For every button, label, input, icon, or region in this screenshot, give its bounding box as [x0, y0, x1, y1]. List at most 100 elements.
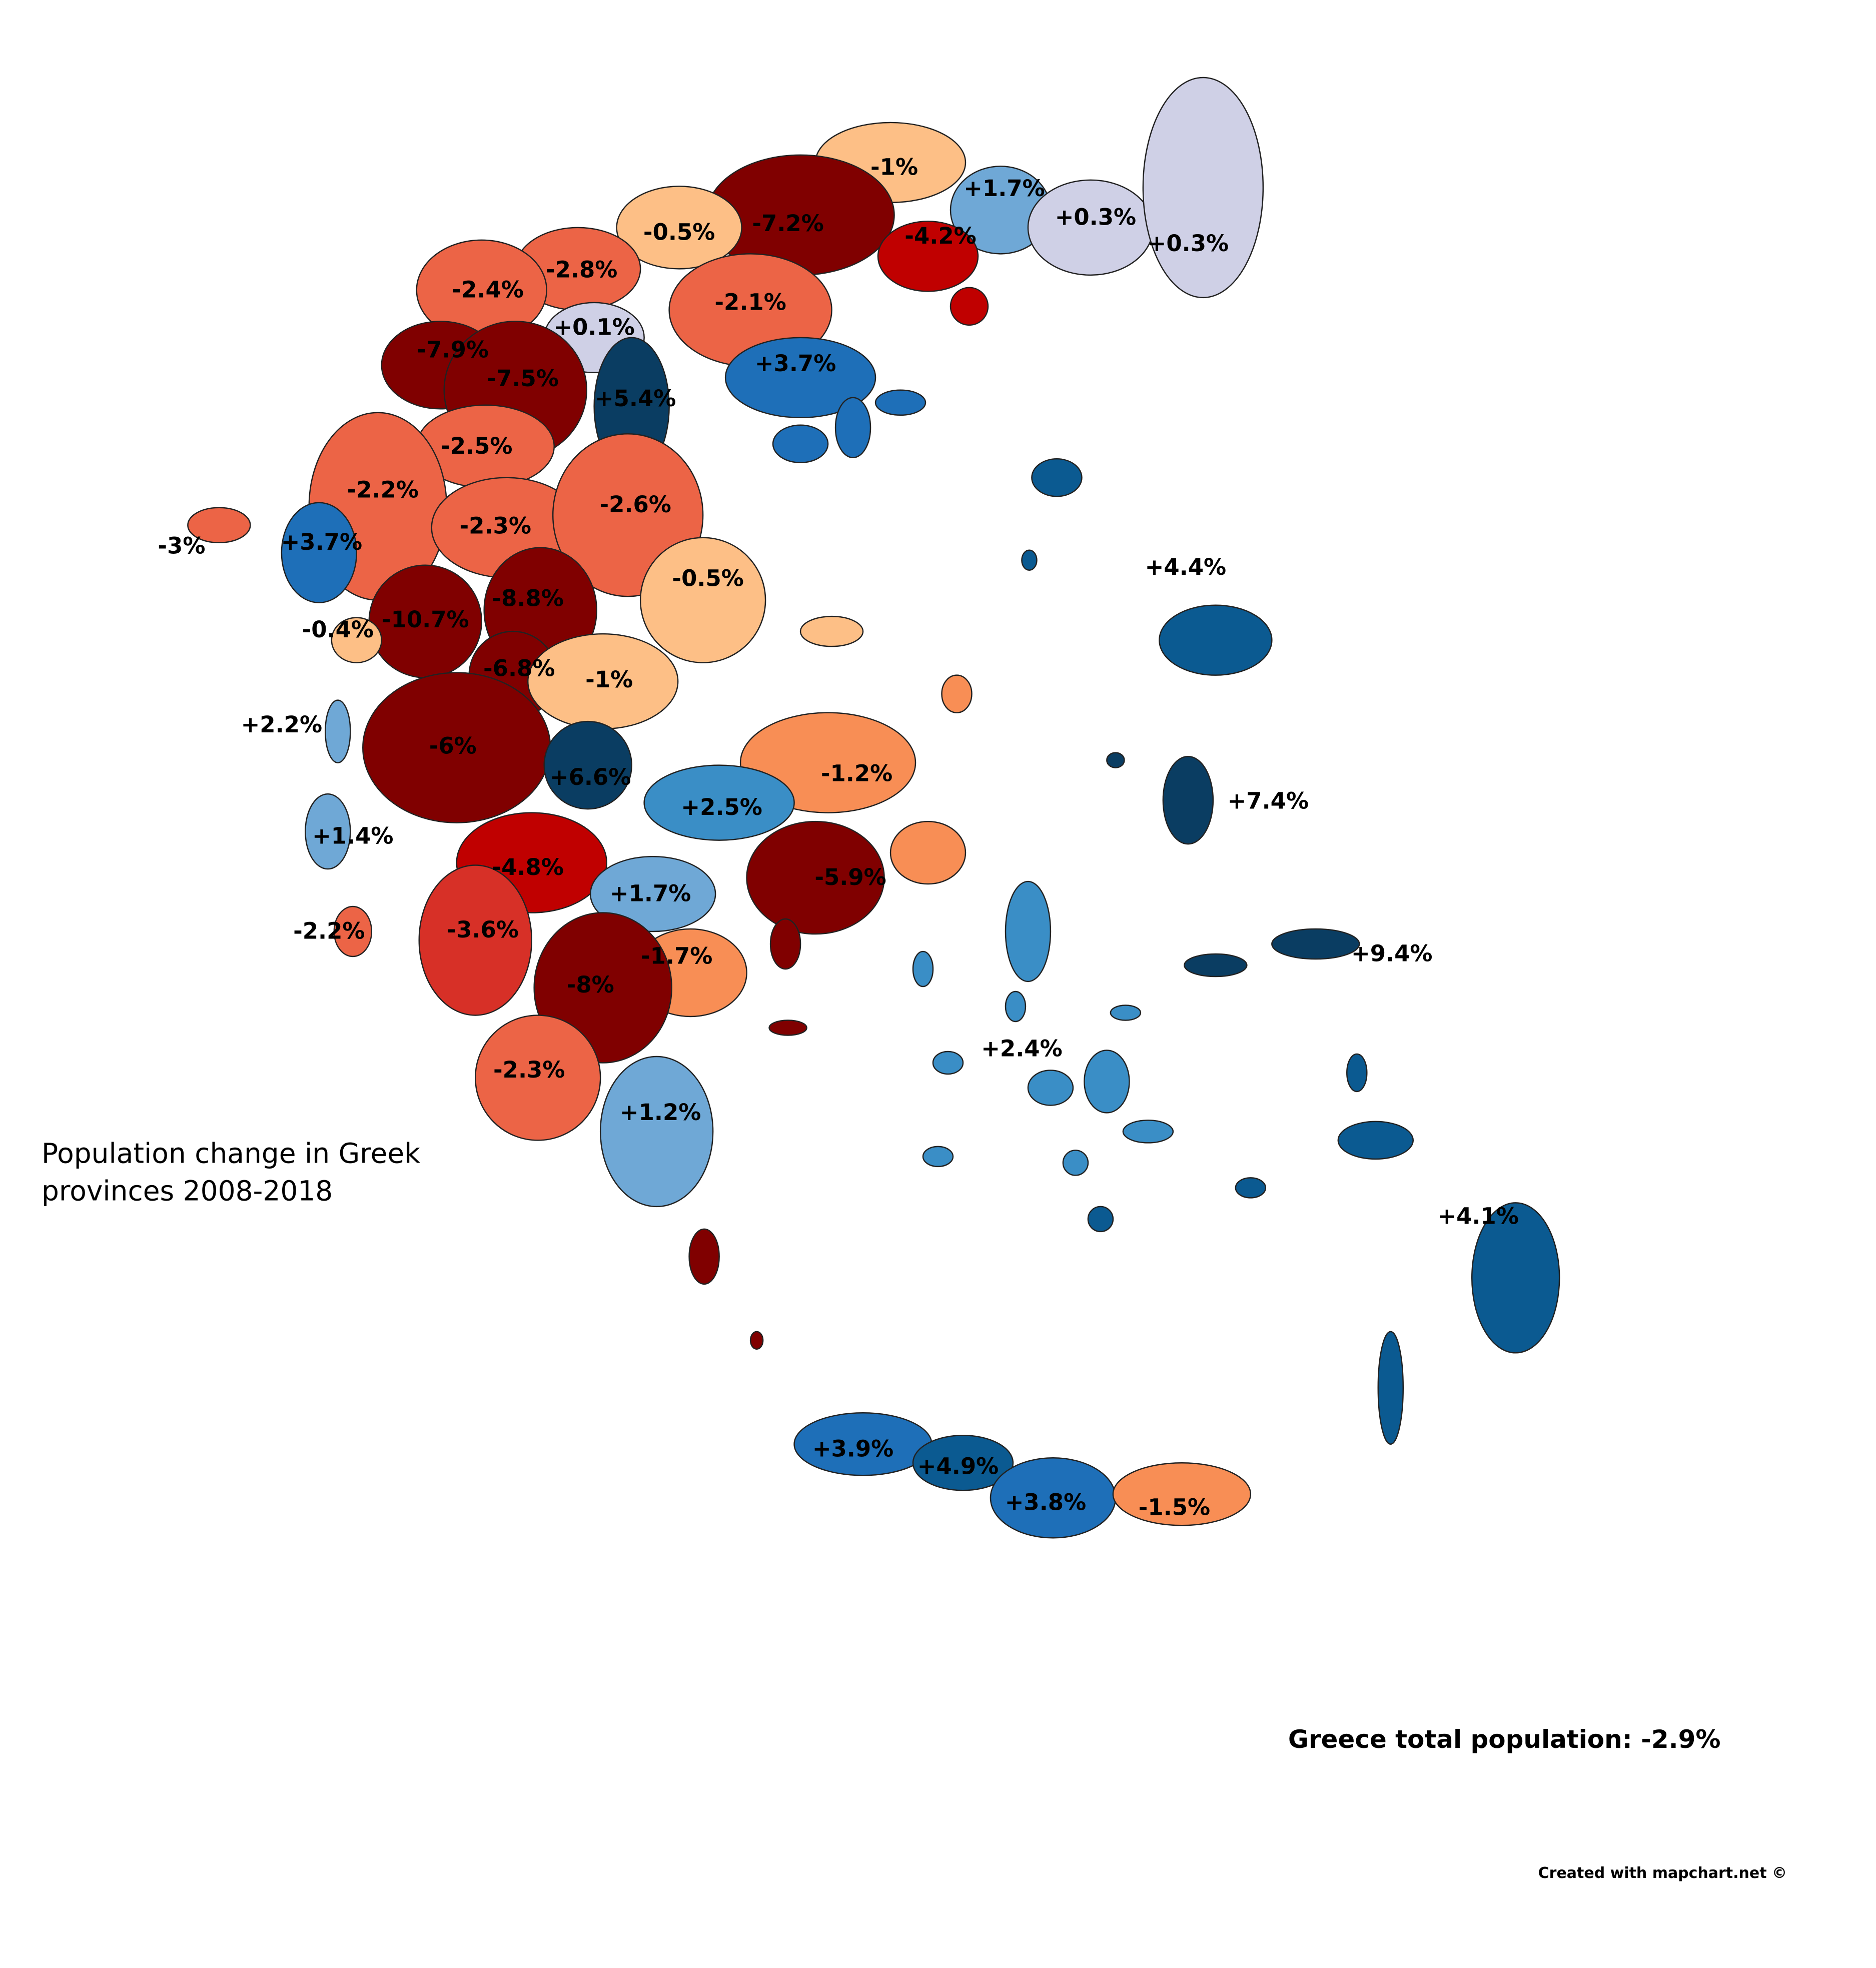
region-label: +1.2%	[620, 1099, 701, 1126]
region-label: -2.2%	[347, 476, 419, 503]
region-label: +4.9%	[917, 1453, 999, 1479]
region-shape	[1271, 928, 1360, 960]
region-label: +3.7%	[281, 529, 362, 555]
region-label: +9.4%	[1351, 940, 1432, 967]
region-shape	[772, 424, 829, 464]
region-label: +3.8%	[1005, 1489, 1086, 1516]
region-label: +0.3%	[1055, 204, 1136, 230]
region-shape	[281, 502, 358, 603]
region-shape	[874, 389, 926, 416]
region-label: -1.5%	[1139, 1494, 1210, 1521]
region-shape	[1235, 1177, 1267, 1199]
region-shape	[1005, 991, 1027, 1023]
region-shape	[749, 1331, 764, 1350]
region-label: +2.4%	[981, 1035, 1062, 1062]
region-shape	[1031, 458, 1083, 497]
region-shape	[589, 855, 716, 932]
region-shape	[418, 864, 532, 1016]
region-shape	[912, 950, 934, 988]
region-shape	[599, 1056, 714, 1208]
region-shape	[1087, 1206, 1114, 1233]
region-label: -2.1%	[714, 289, 786, 315]
region-shape	[1122, 1120, 1174, 1144]
region-shape	[305, 793, 351, 870]
region-label: +1.7%	[964, 175, 1045, 202]
region-shape	[1005, 880, 1052, 982]
region-shape	[724, 337, 876, 419]
region-label: +1.4%	[312, 823, 393, 849]
region-shape	[543, 720, 632, 810]
region-shape	[799, 615, 864, 647]
region-shape	[1346, 1053, 1368, 1093]
region-label: +1.7%	[610, 880, 691, 907]
region-shape	[1084, 1050, 1130, 1114]
region-label: -7.9%	[417, 336, 489, 363]
region-label: +4.1%	[1438, 1203, 1519, 1229]
region-label: +2.5%	[681, 794, 762, 820]
total-change: Greece total population: -2.9%	[1288, 1725, 1721, 1754]
region-label: -5.9%	[814, 864, 886, 890]
region-shape	[1471, 1202, 1560, 1354]
region-shape	[474, 1015, 601, 1141]
region-shape	[1021, 549, 1038, 571]
region-shape	[950, 287, 989, 326]
region-shape	[1027, 1070, 1074, 1106]
region-shape	[616, 186, 742, 270]
region-label: -10.7%	[382, 606, 469, 633]
region-shape	[1159, 604, 1273, 676]
region-shape	[325, 699, 351, 763]
region-label: -6.8%	[483, 655, 555, 682]
region-shape	[932, 1051, 964, 1075]
credit: Created with mapchart.net ©	[1538, 1864, 1787, 1882]
region-labels: -1% -7.2% -0.5% +1.7% +0.3% +0.3% -4.2% -2.8% -2…	[158, 154, 1519, 1520]
region-label: -3%	[158, 533, 205, 559]
region-label: +2.2%	[241, 711, 322, 738]
region-shape	[922, 1146, 954, 1168]
region-shape	[769, 918, 801, 970]
region-shape	[187, 507, 251, 543]
region-label: -4.8%	[492, 854, 564, 880]
regions	[187, 77, 1560, 1539]
region-shape	[1062, 1150, 1089, 1176]
region-label: -0.4%	[302, 616, 374, 643]
region-label: -2.8%	[546, 256, 617, 283]
region-label: -6%	[429, 733, 477, 759]
region-shape	[912, 1435, 1014, 1491]
region-label: +4.4%	[1145, 554, 1226, 580]
region-label: -7.5%	[487, 365, 559, 392]
region-shape	[1184, 953, 1248, 977]
region-shape	[1112, 1462, 1252, 1526]
region-shape	[941, 674, 973, 713]
region-label: -2.3%	[493, 1057, 565, 1083]
region-shape	[643, 764, 795, 841]
map-title: provinces 2008-2018	[42, 1175, 333, 1207]
region-shape	[1377, 1331, 1404, 1445]
region-label: +0.1%	[553, 314, 634, 340]
region-label: -1%	[870, 154, 918, 180]
region-label: -1%	[585, 666, 633, 693]
region-label: -2.4%	[452, 276, 524, 303]
region-shape	[1142, 77, 1264, 299]
region-label: -1.7%	[641, 943, 712, 969]
region-shape	[834, 397, 871, 459]
region-label: -2.3%	[460, 513, 531, 539]
region-label: +3.9%	[812, 1435, 893, 1462]
region-shape	[1337, 1121, 1414, 1160]
region-label: -4.2%	[904, 223, 976, 249]
region-label: -2.6%	[599, 491, 671, 518]
region-label: +0.3%	[1148, 230, 1229, 257]
region-label: -0.5%	[643, 219, 715, 245]
region-label: +3.7%	[755, 350, 836, 377]
region-label: +7.4%	[1228, 788, 1309, 814]
map-title: Population change in Greek	[42, 1137, 420, 1169]
region-shape	[746, 820, 885, 935]
region-shape	[768, 1020, 807, 1036]
region-shape	[333, 905, 373, 957]
region-label: -3.6%	[447, 916, 519, 943]
region-shape	[331, 617, 383, 663]
region-label: -8.8%	[492, 585, 564, 612]
region-label: -2.2%	[293, 918, 365, 944]
region-label: +5.4%	[595, 385, 676, 412]
region-shape	[688, 1228, 720, 1285]
region-shape	[1110, 1005, 1142, 1021]
